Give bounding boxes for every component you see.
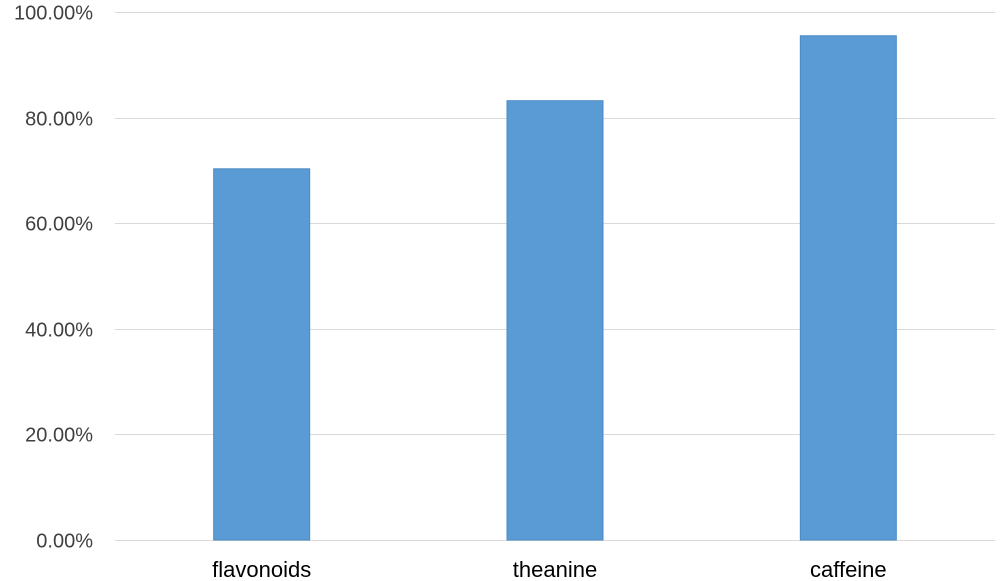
bars [213,35,897,541]
bar-caffeine [799,35,897,541]
bar-theanine [506,100,604,541]
y-tick-label: 100.00% [14,3,93,25]
y-tick-label: 80.00% [25,109,93,131]
y-axis-tick-labels: 0.00% 20.00% 40.00% 60.00% 80.00% 100.00% [14,3,93,553]
y-tick-label: 40.00% [25,320,93,342]
y-tick-label: 0.00% [36,531,93,553]
y-tick-label: 60.00% [25,214,93,236]
x-axis-category-labels: flavonoids theanine caffeine [212,557,887,581]
x-category-label: flavonoids [212,557,311,581]
x-category-label: theanine [513,557,597,581]
y-tick-label: 20.00% [25,425,93,447]
bar-flavonoids [213,168,311,541]
x-category-label: caffeine [810,557,887,581]
